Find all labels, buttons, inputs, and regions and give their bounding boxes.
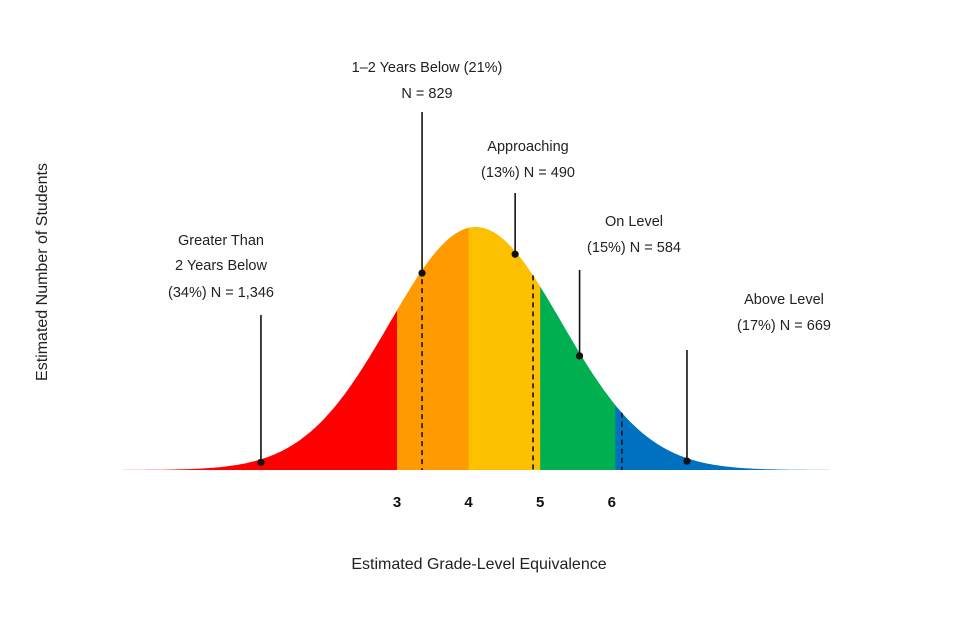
annotation-dot-5 (683, 457, 691, 465)
annotation-dot-3 (511, 250, 519, 258)
x-tick-label-6: 6 (608, 494, 616, 511)
annotation-dot-4 (575, 352, 584, 360)
y-axis-title: Estimated Number of Students (34, 163, 51, 381)
annotation-1-line-1: Greater Than (178, 233, 264, 249)
annotation-1-line-3: (34%) N = 1,346 (168, 285, 274, 301)
x-axis-title: Estimated Grade-Level Equivalence (351, 556, 606, 573)
x-tick-label-3: 3 (393, 494, 401, 511)
annotation-5-line-1: Above Level (744, 292, 824, 308)
annotation-2-line-2: N = 829 (401, 86, 452, 102)
annotation-2-line-1: 1–2 Years Below (21%) (352, 60, 503, 76)
x-tick-label-4: 4 (464, 494, 473, 511)
annotation-3-line-2: (13%) N = 490 (481, 165, 575, 181)
x-tick-label-5: 5 (536, 494, 544, 511)
x-axis-ticks: 3 4 5 6 (393, 494, 616, 511)
annotation-leaders (257, 112, 691, 466)
annotation-5-line-2: (17%) N = 669 (737, 318, 831, 334)
annotation-4-line-2: (15%) N = 584 (587, 240, 681, 256)
band-approaching (468, 227, 541, 470)
annotation-3-line-1: Approaching (487, 139, 568, 155)
annotation-dot-2 (418, 269, 426, 277)
band-1-2-years-below (397, 227, 470, 470)
cut-lines (421, 270, 623, 470)
annotation-1-line-2: 2 Years Below (175, 258, 267, 274)
annotation-4-line-1: On Level (605, 214, 663, 230)
band-greater-than-2-years-below (89, 227, 398, 470)
annotation-labels: Greater Than 2 Years Below (34%) N = 1,346… (168, 60, 831, 334)
annotation-dot-1 (257, 458, 265, 466)
